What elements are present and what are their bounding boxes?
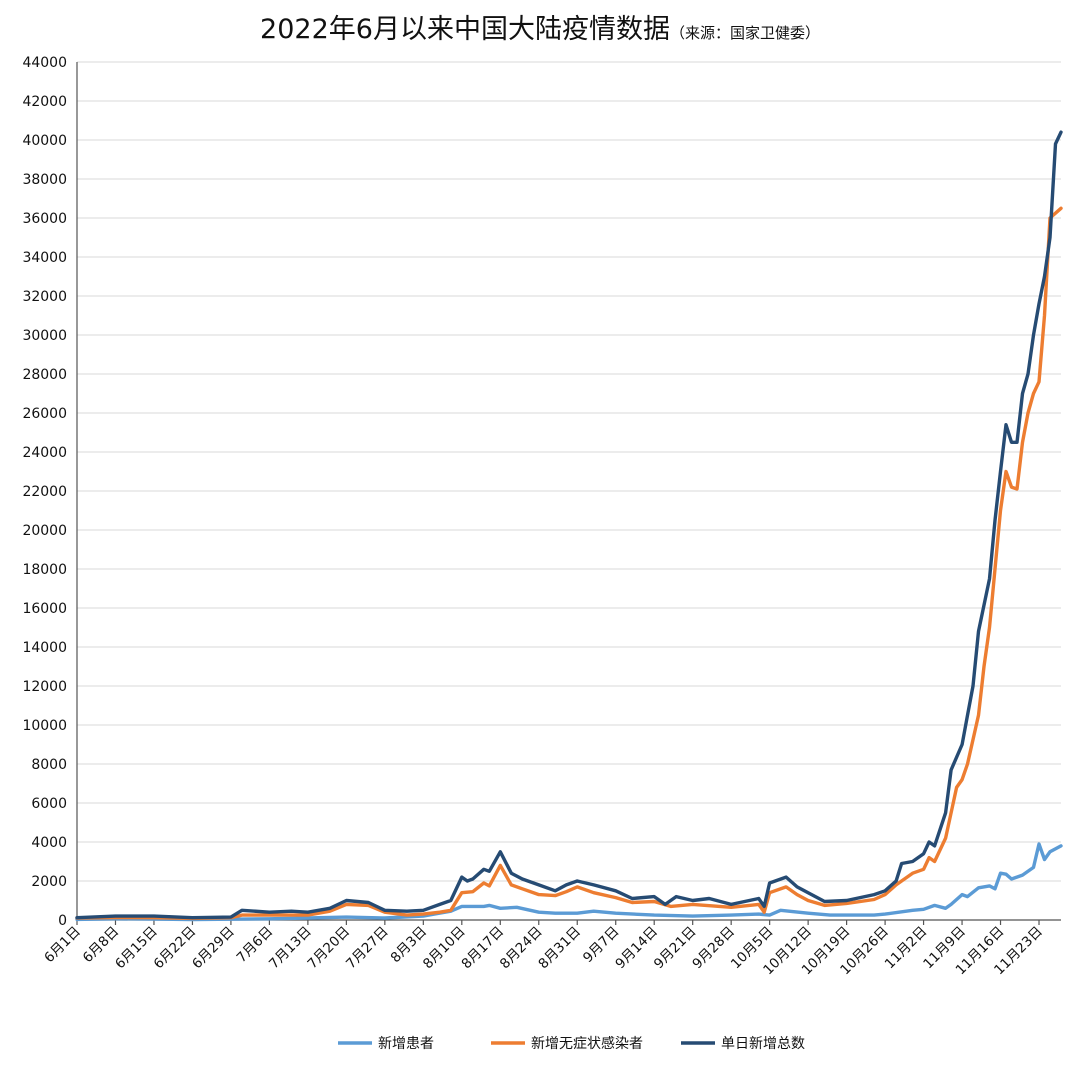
y-tick-label: 32000 — [22, 289, 67, 305]
x-tick-labels: 6月1日6月8日6月15日6月22日6月29日7月6日7月13日7月20日7月2… — [41, 924, 1046, 979]
y-tick-label: 24000 — [22, 445, 67, 461]
x-tick-label: 7月27日 — [343, 924, 392, 973]
y-tick-label: 34000 — [22, 250, 67, 266]
y-tick-label: 40000 — [22, 133, 67, 149]
x-tick-label: 6月1日 — [41, 924, 84, 967]
y-tick-label: 4000 — [31, 835, 67, 851]
legend-label: 新增患者 — [378, 1036, 434, 1052]
chart-title: 2022年6月以来中国大陆疫情数据 — [260, 14, 670, 45]
grid — [77, 61, 1061, 882]
y-tick-label: 6000 — [31, 796, 67, 812]
legend-label: 单日新增总数 — [721, 1036, 805, 1052]
y-tick-label: 26000 — [22, 406, 67, 422]
y-tick-label: 12000 — [22, 679, 67, 695]
legend-label: 新增无症状感染者 — [531, 1035, 643, 1052]
y-tick-label: 10000 — [22, 718, 67, 734]
y-tick-label: 22000 — [22, 484, 67, 500]
chart-subtitle: （来源：国家卫健委） — [670, 24, 820, 42]
series-line — [75, 842, 1063, 922]
legend: 新增患者 新增无症状感染者 单日新增总数 — [338, 1035, 805, 1052]
y-tick-label: 8000 — [31, 757, 67, 773]
y-tick-label: 36000 — [22, 211, 67, 227]
y-tick-label: 44000 — [22, 55, 67, 71]
y-tick-label: 2000 — [31, 874, 67, 890]
y-tick-label: 20000 — [22, 523, 67, 539]
y-tick-label: 38000 — [22, 172, 67, 188]
series-line — [75, 206, 1063, 921]
series-lines — [75, 130, 1063, 922]
x-tick-label: 6月29日 — [189, 924, 238, 973]
y-tick-label: 16000 — [22, 601, 67, 617]
y-tick-label: 42000 — [22, 94, 67, 110]
y-tick-label: 18000 — [22, 562, 67, 578]
series-line — [75, 130, 1063, 920]
y-tick-labels: 0 2000 4000 6000 8000 10000 12000 14000 16000 180… — [22, 55, 67, 929]
y-tick-label: 30000 — [22, 328, 67, 344]
y-tick-label: 28000 — [22, 367, 67, 383]
x-tick-label: 8月31日 — [535, 924, 584, 973]
axes — [76, 62, 1061, 925]
chart-title-wrapper: 2022年6月以来中国大陆疫情数据（来源：国家卫健委） — [260, 14, 820, 45]
y-tick-label: 0 — [58, 913, 67, 929]
y-tick-label: 14000 — [22, 640, 67, 656]
